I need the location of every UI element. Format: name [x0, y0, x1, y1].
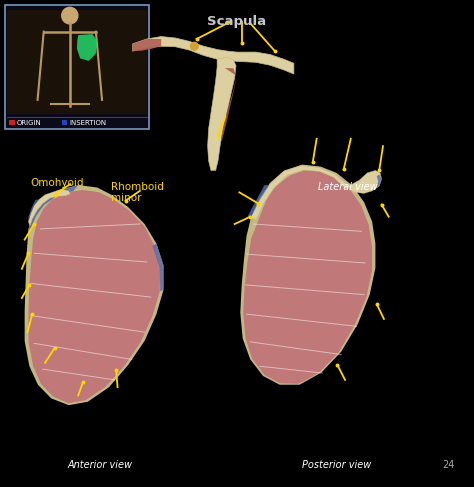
- Text: Anterior view: Anterior view: [67, 460, 132, 470]
- Polygon shape: [349, 170, 382, 193]
- Polygon shape: [221, 68, 236, 141]
- Text: Scapula: Scapula: [208, 16, 266, 28]
- Polygon shape: [240, 165, 375, 385]
- Polygon shape: [28, 200, 39, 222]
- Text: Posterior view: Posterior view: [302, 460, 371, 470]
- Text: 24: 24: [443, 460, 455, 470]
- Polygon shape: [133, 39, 161, 51]
- Polygon shape: [28, 190, 160, 403]
- Bar: [9, 120, 15, 125]
- Text: Rhomboid
minor: Rhomboid minor: [111, 182, 164, 203]
- Polygon shape: [153, 244, 164, 291]
- Polygon shape: [251, 166, 349, 220]
- Circle shape: [191, 42, 198, 50]
- Circle shape: [62, 7, 78, 24]
- Polygon shape: [25, 185, 164, 405]
- Polygon shape: [28, 185, 78, 230]
- Polygon shape: [208, 57, 236, 170]
- Bar: [7, 10, 147, 114]
- Text: ORIGIN: ORIGIN: [17, 120, 42, 126]
- Polygon shape: [28, 190, 70, 226]
- Text: INSERTION: INSERTION: [69, 120, 106, 126]
- Polygon shape: [133, 37, 294, 74]
- Polygon shape: [243, 170, 372, 384]
- Text: Lateral view: Lateral view: [318, 183, 377, 192]
- Polygon shape: [372, 174, 382, 191]
- Text: Omohyoid: Omohyoid: [31, 178, 84, 187]
- Polygon shape: [77, 34, 97, 61]
- FancyBboxPatch shape: [5, 5, 149, 129]
- Bar: [62, 120, 67, 125]
- Polygon shape: [247, 185, 269, 217]
